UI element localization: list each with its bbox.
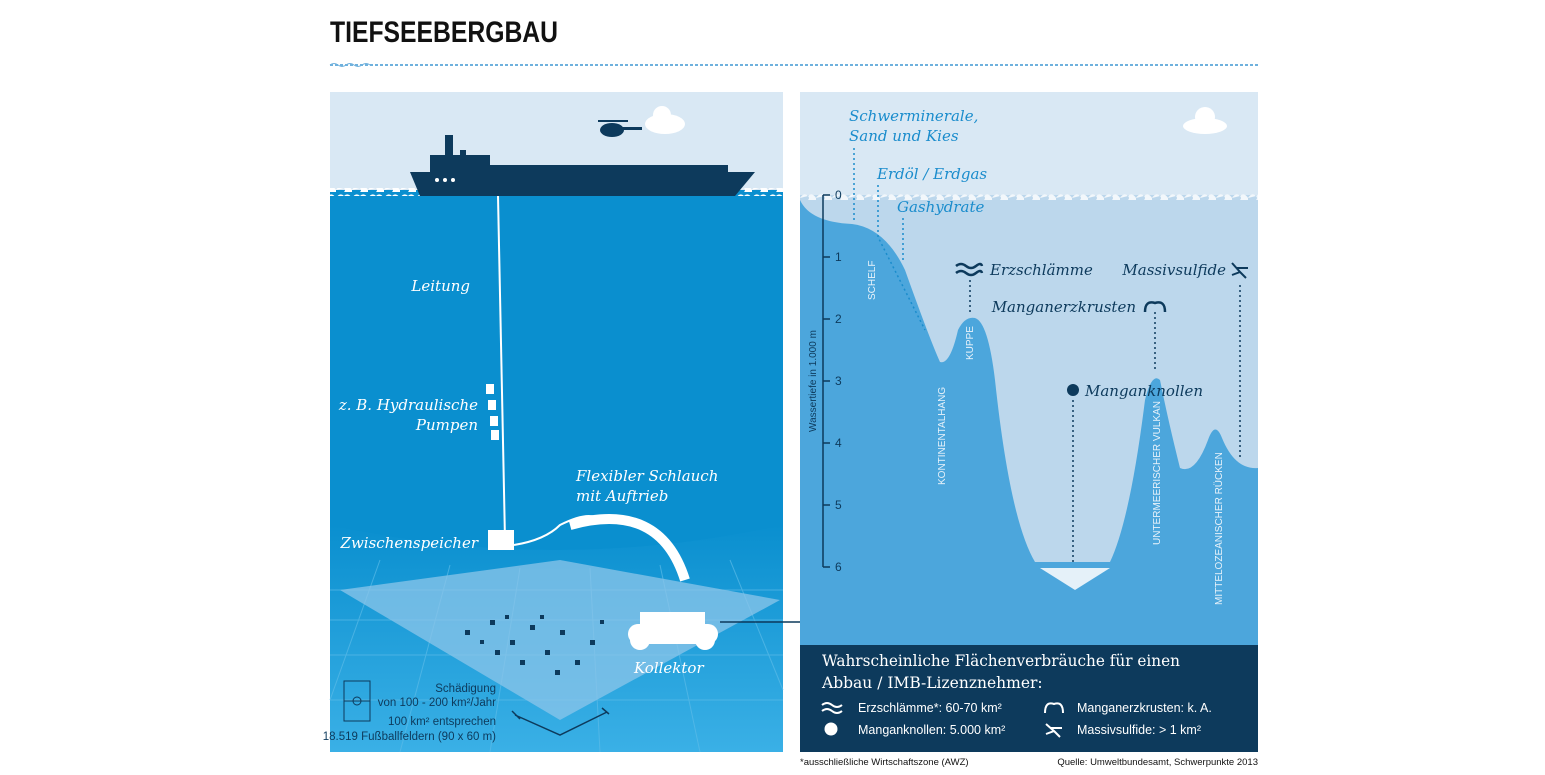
crust-icon xyxy=(1143,301,1167,313)
collector-label: Kollektor xyxy=(633,659,704,677)
leader-lines xyxy=(853,148,1241,562)
summary-item-ore-mud: Erzschlämme*: 60-70 km² xyxy=(858,701,1002,715)
oil-gas-label: Erdöl / Erdgas xyxy=(876,165,987,183)
nodule-icon xyxy=(824,722,838,736)
buffer-storage xyxy=(488,530,514,550)
buffer-label: Zwischenspeicher xyxy=(340,534,479,552)
mining-area xyxy=(340,560,780,720)
page-title: TIEFSEEBERGBAU xyxy=(330,16,558,49)
heavy-minerals-label: Schwerminerale, xyxy=(849,107,978,125)
cloud-icon xyxy=(645,106,685,134)
cloud-icon xyxy=(1183,107,1227,134)
heavy-minerals-label-2: Sand und Kies xyxy=(849,127,959,145)
tick-1: 1 xyxy=(835,250,842,264)
sulfide-icon xyxy=(1231,262,1248,279)
waves-icon xyxy=(955,262,984,277)
damage-note-1: Schädigung xyxy=(435,683,496,695)
massive-sulfide-label: Massivsulfide xyxy=(1121,261,1226,279)
pumps-label-2: Pumpen xyxy=(415,416,478,434)
helicopter-icon xyxy=(598,120,642,137)
waves-icon xyxy=(821,702,843,714)
football-field-icon xyxy=(343,680,371,722)
zone-ridge: MITTELOZEANISCHER RÜCKEN xyxy=(1213,452,1225,605)
ship-icon xyxy=(410,135,755,196)
hose-label-2: mit Auftrieb xyxy=(576,487,668,505)
gas-hydrate-label: Gashydrate xyxy=(897,198,985,216)
zone-slope: KONTINENTALHANG xyxy=(937,387,948,485)
damage-note-2: von 100 - 200 km²/Jahr xyxy=(378,697,496,709)
pipe xyxy=(497,195,506,541)
sulfide-icon xyxy=(1045,723,1062,738)
collector-icon xyxy=(628,612,718,650)
depth-profile-panel: 0 1 2 3 4 5 6 Wassertiefe in 1.000 m Sch… xyxy=(800,92,1258,752)
axis-label: Wassertiefe in 1.000 m xyxy=(808,330,819,432)
summary-box xyxy=(800,645,1258,752)
summary-item-sulfides: Massivsulfide: > 1 km² xyxy=(1077,723,1201,737)
zone-volcano: UNTERMEERISCHER VULKAN xyxy=(1152,401,1163,545)
summary-item-nodules: Manganknollen: 5.000 km² xyxy=(858,723,1005,737)
tick-0: 0 xyxy=(835,188,842,202)
footnote: *ausschließliche Wirtschaftszone (AWZ) xyxy=(800,757,969,768)
summary-item-crusts: Manganerzkrusten: k. A. xyxy=(1077,701,1212,715)
tick-3: 3 xyxy=(835,374,842,388)
source: Quelle: Umweltbundesamt, Schwerpunkte 20… xyxy=(1057,757,1258,768)
zone-labels: SCHELF KONTINENTALHANG KUPPE UNTERMEERIS… xyxy=(867,261,1225,605)
zone-knoll: KUPPE xyxy=(965,326,976,360)
damage-note-4: 18.519 Fußballfeldern (90 x 60 m) xyxy=(323,731,496,743)
seafloor-profile xyxy=(800,200,1258,645)
zone-shelf: SCHELF xyxy=(867,261,878,300)
hose-label: Flexibler Schlauch xyxy=(575,467,718,485)
flexible-hose xyxy=(568,514,690,582)
tick-2: 2 xyxy=(835,312,842,326)
mining-scene-panel: Leitung z. B. Hydraulische Pumpen Flexib… xyxy=(323,92,1083,753)
tick-5: 5 xyxy=(835,498,842,512)
manganese-crusts-label: Manganerzkrusten xyxy=(991,298,1136,316)
manganese-nodules-label: Manganknollen xyxy=(1084,382,1203,400)
pumps-label: z. B. Hydraulische xyxy=(338,396,478,414)
damage-note-3: 100 km² entsprechen xyxy=(388,716,496,728)
ore-mud-label: Erzschlämme xyxy=(989,261,1093,279)
nodules xyxy=(465,615,604,675)
nodule-icon xyxy=(1067,384,1079,396)
tick-6: 6 xyxy=(835,560,842,574)
pump-icons xyxy=(486,384,499,440)
mining-site xyxy=(1040,568,1110,590)
summary-title-1: Wahrscheinliche Flächenverbräuche für ei… xyxy=(822,652,1180,670)
crust-icon xyxy=(1044,702,1064,714)
depth-axis xyxy=(822,194,830,568)
tick-4: 4 xyxy=(835,436,842,450)
area-arrows xyxy=(511,707,610,736)
summary-title-2: Abbau / IMB-Lizenznehmer: xyxy=(821,674,1043,692)
pipe-label: Leitung xyxy=(410,277,470,295)
